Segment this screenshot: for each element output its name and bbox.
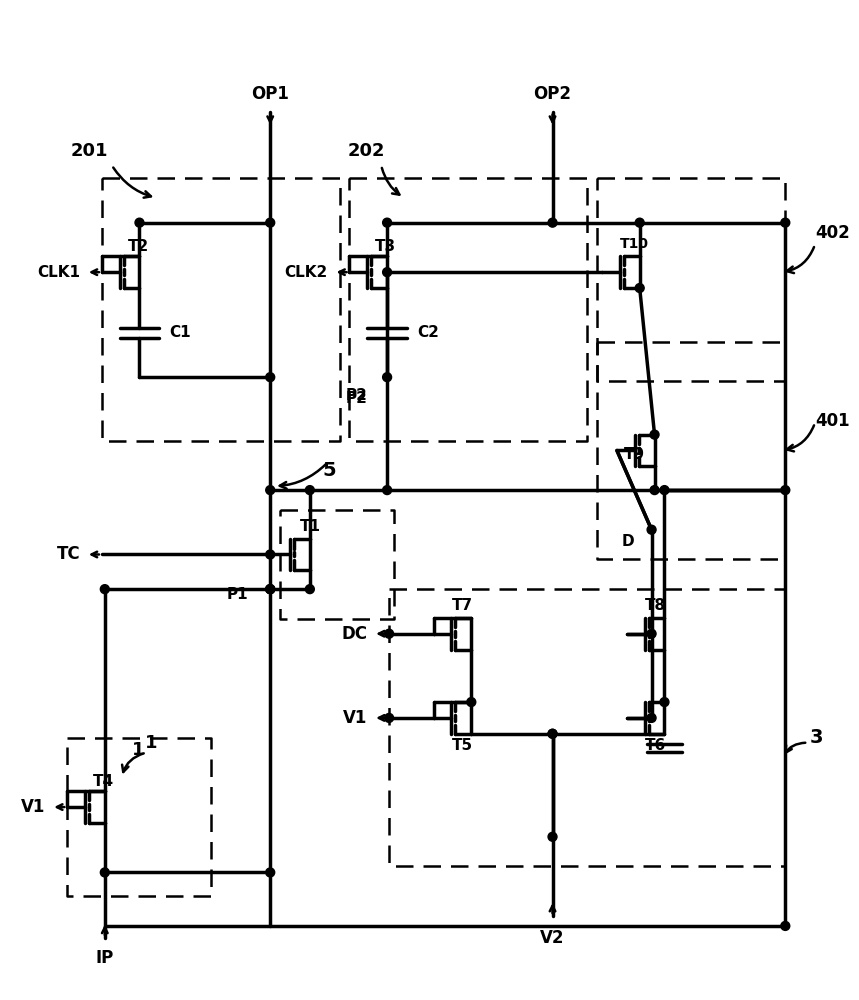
Circle shape [382, 268, 392, 277]
Circle shape [265, 585, 275, 594]
Circle shape [265, 868, 275, 877]
Circle shape [781, 921, 789, 930]
Circle shape [306, 585, 314, 594]
Circle shape [306, 486, 314, 495]
Circle shape [385, 629, 393, 638]
Text: C2: C2 [417, 325, 439, 340]
Circle shape [548, 218, 557, 227]
Text: 1: 1 [145, 734, 157, 752]
Text: 401: 401 [815, 412, 850, 430]
Circle shape [650, 430, 659, 439]
Circle shape [647, 713, 656, 722]
Circle shape [385, 713, 393, 722]
Text: CLK1: CLK1 [37, 265, 80, 280]
Circle shape [636, 284, 644, 292]
Text: P1: P1 [227, 587, 248, 602]
Circle shape [548, 729, 557, 738]
Text: T2: T2 [128, 239, 149, 254]
Text: V2: V2 [540, 929, 564, 947]
Circle shape [135, 218, 144, 227]
Circle shape [265, 218, 275, 227]
Text: CLK2: CLK2 [284, 265, 327, 280]
Text: D: D [621, 534, 634, 549]
Text: T10: T10 [620, 237, 649, 251]
Text: T6: T6 [644, 738, 666, 753]
Text: 3: 3 [810, 728, 824, 747]
Circle shape [382, 486, 392, 495]
Circle shape [101, 868, 109, 877]
Text: T9: T9 [624, 447, 645, 462]
Text: DC: DC [341, 625, 368, 643]
Text: V1: V1 [21, 798, 46, 816]
Text: 402: 402 [815, 224, 850, 242]
Text: T1: T1 [300, 519, 321, 534]
Text: V1: V1 [343, 709, 368, 727]
Circle shape [548, 729, 557, 738]
Circle shape [660, 698, 669, 707]
Circle shape [382, 373, 392, 382]
Circle shape [660, 486, 669, 495]
Circle shape [265, 550, 275, 559]
Circle shape [265, 373, 275, 382]
Text: 202: 202 [348, 142, 385, 160]
Circle shape [548, 832, 557, 841]
Text: OP2: OP2 [533, 85, 571, 103]
Circle shape [265, 585, 275, 594]
Text: OP1: OP1 [252, 85, 289, 103]
Text: T8: T8 [644, 598, 666, 613]
Circle shape [647, 629, 656, 638]
Text: 201: 201 [70, 142, 107, 160]
Text: P2: P2 [345, 388, 368, 403]
Circle shape [636, 218, 644, 227]
Circle shape [382, 218, 392, 227]
Text: P2: P2 [345, 391, 368, 406]
Circle shape [650, 486, 659, 495]
Circle shape [466, 698, 476, 707]
Text: T3: T3 [375, 239, 396, 254]
Text: T4: T4 [93, 774, 114, 789]
Circle shape [647, 525, 656, 534]
Text: C1: C1 [169, 325, 191, 340]
Text: IP: IP [95, 949, 114, 967]
Text: TC: TC [57, 545, 80, 563]
Circle shape [101, 585, 109, 594]
Circle shape [265, 486, 275, 495]
Circle shape [781, 486, 789, 495]
Circle shape [265, 585, 275, 594]
Text: 5: 5 [323, 461, 337, 480]
Circle shape [781, 218, 789, 227]
Text: T5: T5 [452, 738, 472, 753]
Text: 1: 1 [131, 741, 144, 759]
Text: T7: T7 [452, 598, 472, 613]
